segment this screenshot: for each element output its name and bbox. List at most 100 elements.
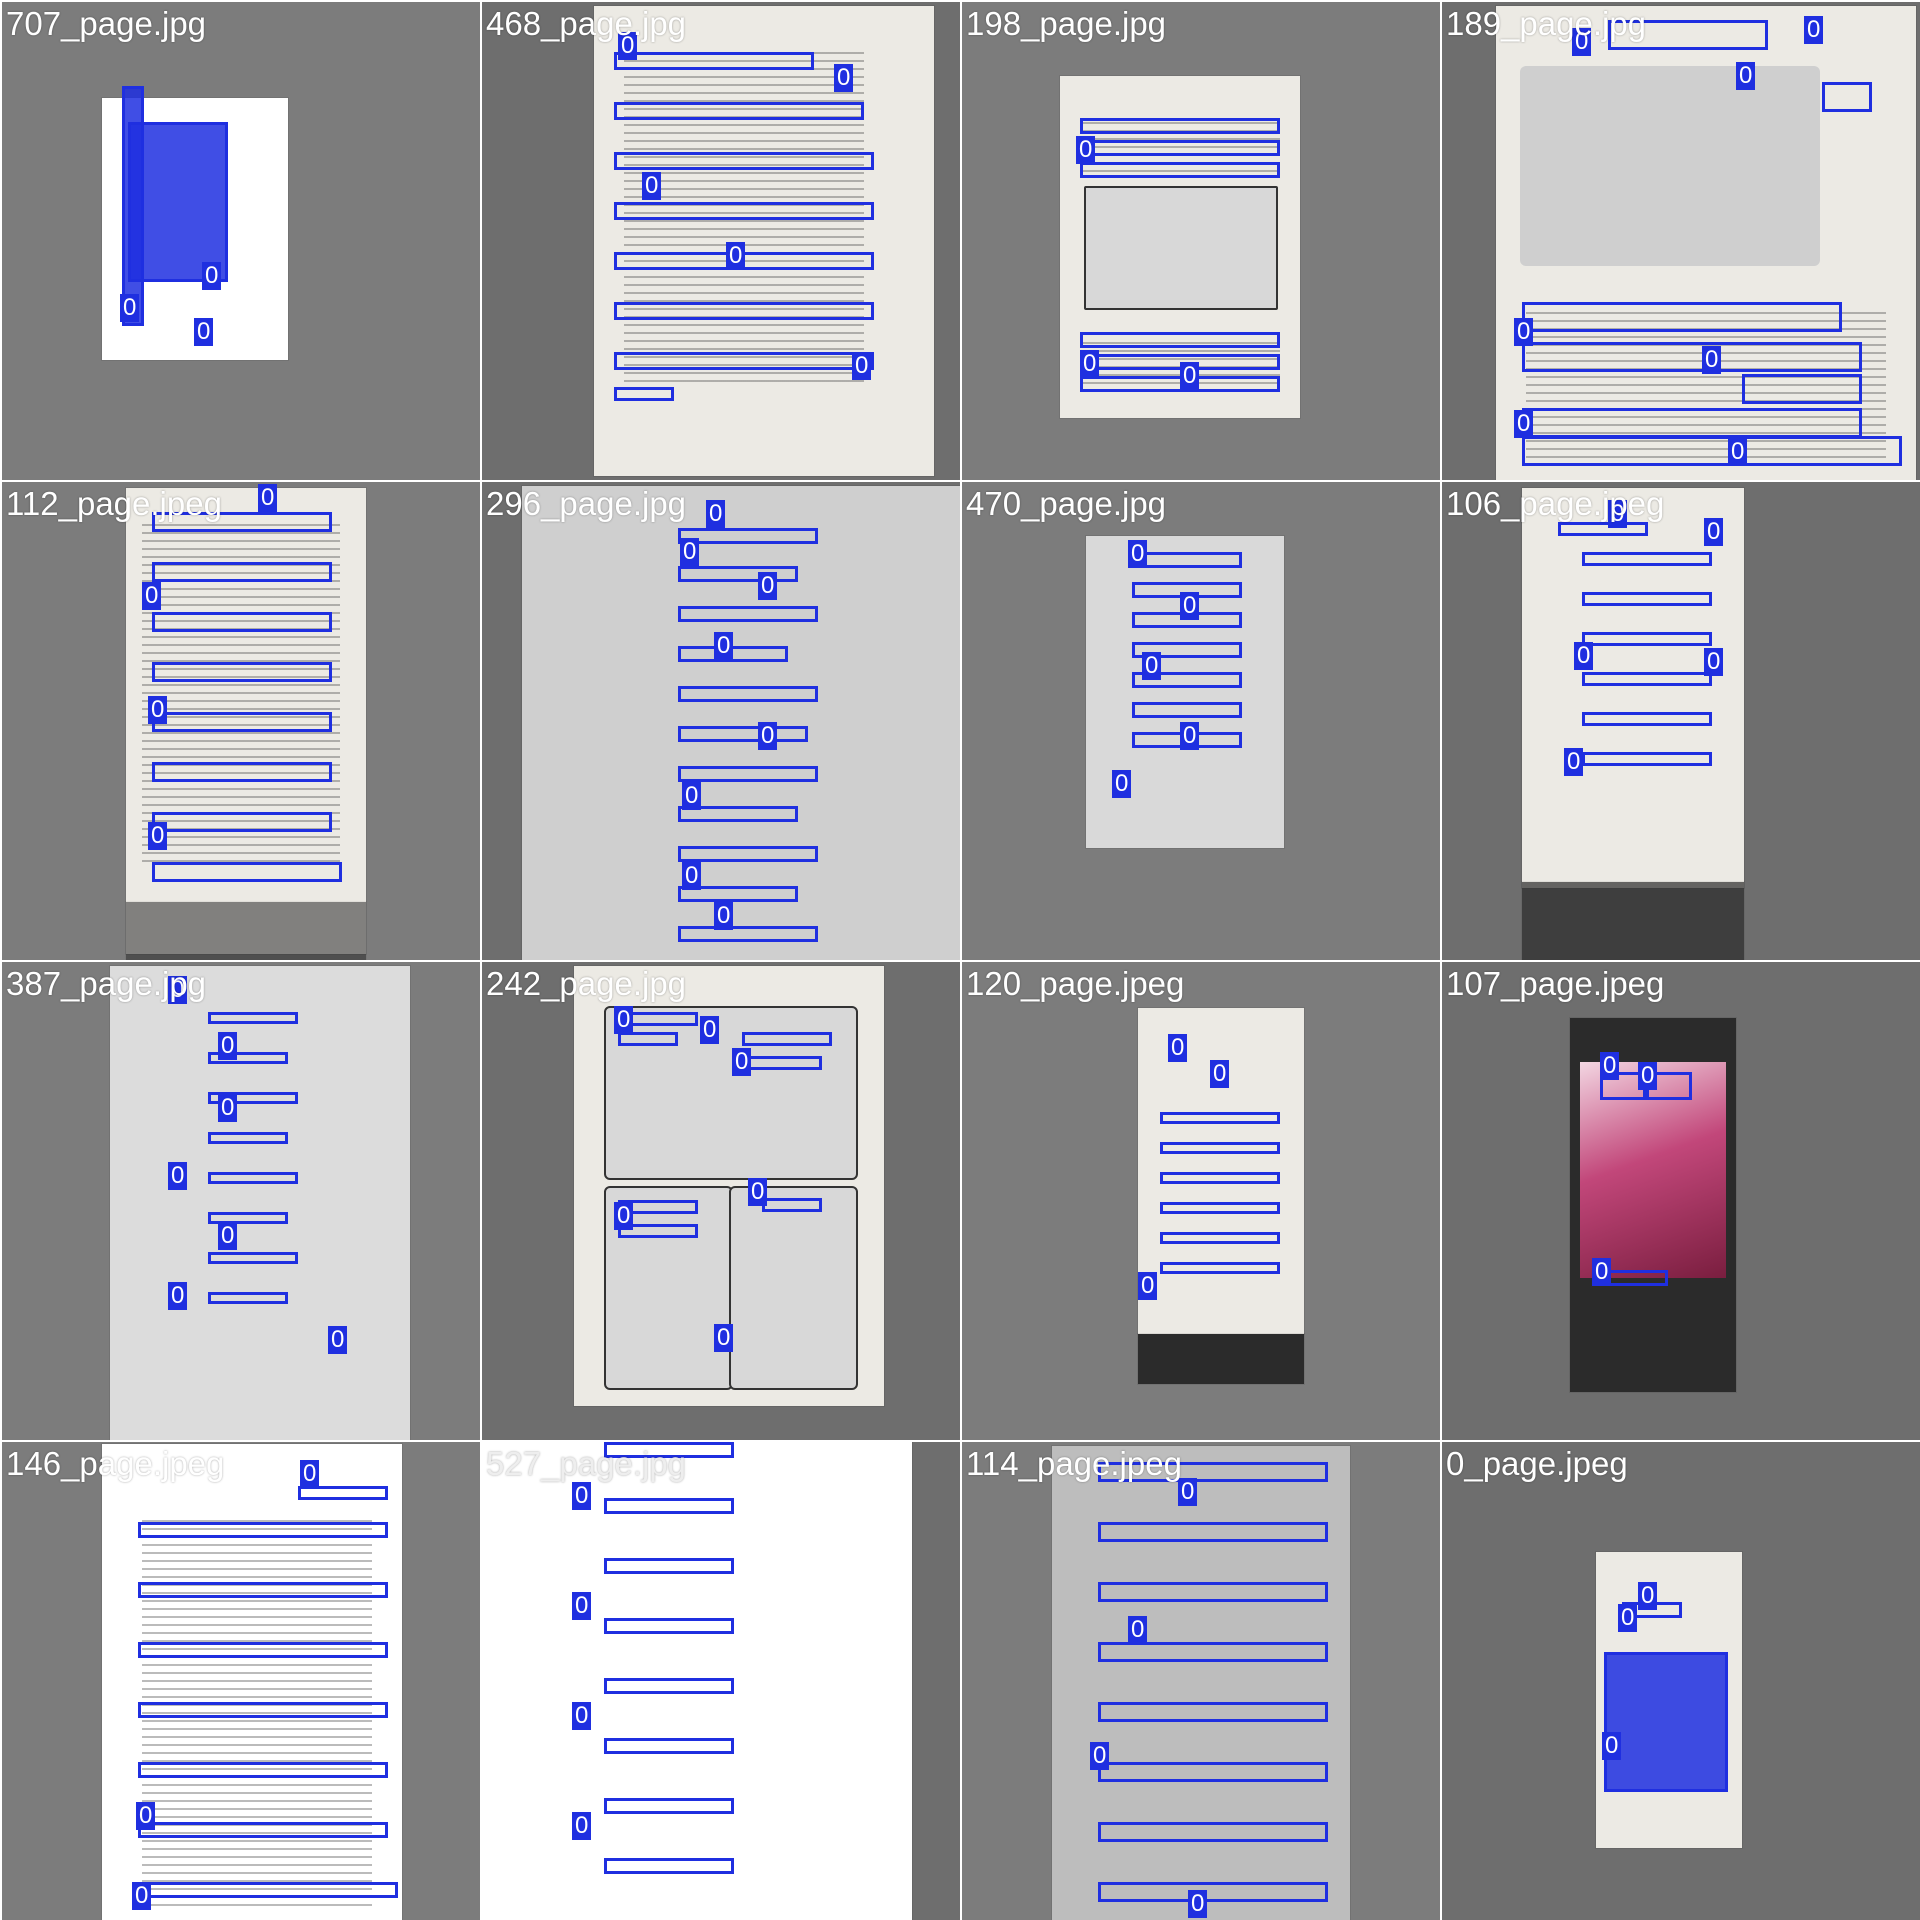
page-image [126, 488, 366, 954]
class-label: 0 [136, 1802, 156, 1830]
class-label: 0 [1574, 642, 1594, 670]
class-label: 0 [202, 262, 222, 290]
class-label: 0 [1728, 438, 1748, 466]
detection-boxes [962, 962, 1440, 1440]
tile-title: 106_page.jpeg [1446, 485, 1665, 522]
tile-106-page: 0 0 0 0 0 106_page.jpeg [1442, 482, 1920, 960]
detection-boxes [482, 962, 960, 1440]
class-label: 0 [714, 902, 734, 930]
class-label: 0 [1602, 1732, 1622, 1760]
class-label: 0 [642, 172, 662, 200]
class-label: 0 [1178, 1478, 1198, 1506]
class-label: 0 [258, 484, 278, 512]
tile-title: 296_page.jpg [486, 485, 687, 522]
class-label: 0 [758, 572, 778, 600]
class-label: 0 [1638, 1062, 1658, 1090]
class-label: 0 [1704, 648, 1724, 676]
class-label: 0 [1572, 28, 1592, 56]
class-label: 0 [148, 822, 168, 850]
tile-120-page: 0 0 0 120_page.jpeg [962, 962, 1440, 1440]
tile-112-page: 0 0 0 0 112_page.jpeg [2, 482, 480, 960]
class-label: 0 [1180, 592, 1200, 620]
detection-boxes [2, 2, 480, 480]
class-label: 0 [572, 1702, 592, 1730]
class-label: 0 [714, 1324, 734, 1352]
class-label: 0 [142, 582, 162, 610]
class-label: 0 [1210, 1060, 1230, 1088]
class-label: 0 [168, 1162, 188, 1190]
tile-title: 242_page.jpg [486, 965, 687, 1002]
tile-0-page: 0 0 0 0_page.jpeg [1442, 1442, 1920, 1920]
page-image [482, 1442, 912, 1920]
class-label: 0 [1168, 1034, 1188, 1062]
class-label: 0 [680, 538, 700, 566]
class-label: 0 [1514, 410, 1534, 438]
tile-707-page: 0 0 0 707_page.jpg [2, 2, 480, 480]
page-image [1496, 6, 1916, 480]
class-label: 0 [732, 1048, 752, 1076]
class-label: 0 [194, 318, 214, 346]
class-label: 0 [168, 976, 188, 1004]
tile-title: 198_page.jpg [966, 5, 1167, 42]
class-label: 0 [218, 1032, 238, 1060]
detection-boxes [1442, 1442, 1920, 1920]
detection-boxes [1442, 962, 1920, 1440]
tile-title: 114_page.jpeg [966, 1445, 1182, 1482]
class-label: 0 [218, 1094, 238, 1122]
class-label: 0 [120, 294, 140, 322]
class-label: 0 [1564, 748, 1584, 776]
class-label: 0 [834, 64, 854, 92]
class-label: 0 [1090, 1742, 1110, 1770]
tile-114-page: 0 0 0 0 114_page.jpeg [962, 1442, 1440, 1920]
class-label: 0 [714, 632, 734, 660]
page-image [574, 966, 884, 1406]
class-label: 0 [700, 1016, 720, 1044]
class-label: 0 [1514, 318, 1534, 346]
class-label: 0 [218, 1222, 238, 1250]
class-label: 0 [614, 1202, 634, 1230]
detection-boxes [482, 1442, 960, 1920]
class-label: 0 [1804, 16, 1824, 44]
class-label: 0 [748, 1178, 768, 1206]
tile-146-page: 0 0 0 146_page.jpeg [2, 1442, 480, 1920]
detection-boxes [482, 2, 960, 480]
class-label: 0 [1702, 346, 1722, 374]
detection-boxes [962, 482, 1440, 960]
class-label: 0 [1608, 500, 1628, 528]
class-label: 0 [1142, 652, 1162, 680]
class-label: 0 [726, 242, 746, 270]
class-label: 0 [758, 722, 778, 750]
tile-title: 107_page.jpeg [1446, 965, 1665, 1002]
class-label: 0 [1080, 350, 1100, 378]
class-label: 0 [682, 782, 702, 810]
tile-527-page: 0 0 0 0 527_page.jpg [482, 1442, 960, 1920]
tile-470-page: 0 0 0 0 0 470_page.jpg [962, 482, 1440, 960]
class-label: 0 [1736, 62, 1756, 90]
tile-title: 189_page.jpg [1446, 5, 1647, 42]
class-label: 0 [1128, 1616, 1148, 1644]
class-label: 0 [1076, 136, 1096, 164]
class-label: 0 [572, 1812, 592, 1840]
detection-boxes [1442, 482, 1920, 960]
class-label: 0 [1180, 722, 1200, 750]
page-image [522, 486, 960, 960]
tile-title: 146_page.jpeg [6, 1445, 225, 1482]
tile-189-page: 0 0 0 0 0 0 0 189_page.jpg [1442, 2, 1920, 480]
class-label: 0 [682, 862, 702, 890]
class-label: 0 [572, 1482, 592, 1510]
class-label: 0 [618, 32, 638, 60]
class-label: 0 [1180, 362, 1200, 390]
detection-boxes [482, 482, 960, 960]
class-label: 0 [1592, 1258, 1612, 1286]
detection-boxes [962, 1442, 1440, 1920]
class-label: 0 [1704, 518, 1724, 546]
tile-296-page: 0 0 0 0 0 0 0 0 296_page.jpg [482, 482, 960, 960]
class-label: 0 [328, 1326, 348, 1354]
detection-boxes [2, 482, 480, 960]
tile-title: 0_page.jpeg [1446, 1445, 1628, 1482]
page-image [110, 966, 410, 1440]
class-label: 0 [1638, 1582, 1658, 1610]
detection-boxes [962, 2, 1440, 480]
tile-242-page: 0 0 0 0 0 0 242_page.jpg [482, 962, 960, 1440]
